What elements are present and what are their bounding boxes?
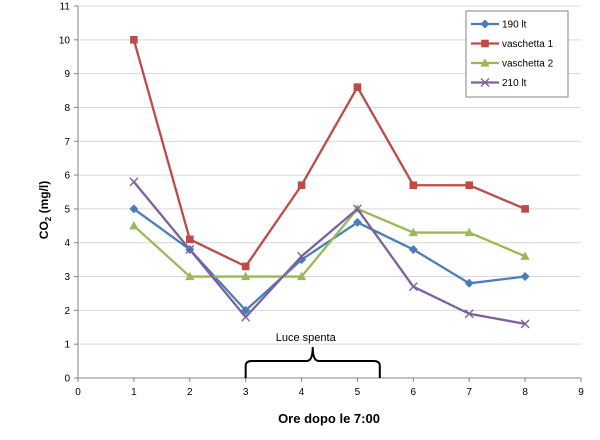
series-1 xyxy=(130,36,529,271)
data-point xyxy=(520,272,530,282)
data-point xyxy=(408,244,418,254)
x-marker-stroke xyxy=(241,312,251,322)
x-marker-stroke xyxy=(480,78,490,87)
data-point xyxy=(521,205,529,213)
legend-label: vaschetta 1 xyxy=(502,39,554,50)
data-point xyxy=(464,309,474,319)
data-point xyxy=(185,271,195,281)
x-marker-stroke xyxy=(408,282,418,292)
y-tick-label: 2 xyxy=(64,306,70,317)
axes: 0 1 2 3 4 5 6 7 8 9 10 11 0 1 2 3 4 5 6 7 8 9 xyxy=(59,2,584,399)
legend-item-1: vaschetta 1 xyxy=(471,39,554,50)
x-tick-label: 5 xyxy=(355,387,361,398)
data-point xyxy=(465,181,474,190)
y-tick-label: 11 xyxy=(60,2,71,13)
series-line-1 xyxy=(132,39,526,268)
data-point xyxy=(353,83,362,91)
legend-item-2: vaschetta 2 xyxy=(471,58,554,70)
legend-marker xyxy=(480,19,490,29)
data-point xyxy=(520,319,530,329)
data-point xyxy=(241,271,251,281)
data-point xyxy=(129,177,139,187)
x-marker-stroke xyxy=(297,251,307,261)
x-marker-stroke xyxy=(464,309,474,319)
legend-item-3: 210 lt xyxy=(471,78,527,89)
x-tick-label: 7 xyxy=(466,387,472,398)
series-line-3 xyxy=(133,181,526,326)
legend-label: 190 lt xyxy=(502,20,527,31)
y-tick-label: 7 xyxy=(64,137,70,148)
data-point xyxy=(297,251,307,261)
y-tick-label: 5 xyxy=(64,204,70,215)
x-tick-label: 2 xyxy=(187,387,193,398)
series-3 xyxy=(129,177,530,329)
series-layer xyxy=(129,36,530,329)
data-point xyxy=(408,282,418,292)
data-point xyxy=(408,227,418,237)
data-point xyxy=(520,251,530,260)
x-tick-label: 0 xyxy=(75,387,81,398)
x-tick-label: 8 xyxy=(522,387,528,398)
y-axis-title: CO2 (mg/l) xyxy=(37,181,53,239)
data-point xyxy=(241,262,250,271)
annotation-label: Luce spenta xyxy=(276,332,337,344)
data-point xyxy=(352,204,362,214)
data-point xyxy=(464,278,474,288)
y-tick-label: 1 xyxy=(64,340,70,351)
x-tick-label: 4 xyxy=(299,387,305,398)
x-axis-title: Ore dopo le 7:00 xyxy=(278,411,380,426)
data-point xyxy=(297,255,307,265)
legend-item-0: 190 lt xyxy=(471,19,527,31)
data-point xyxy=(129,204,139,214)
data-point xyxy=(352,217,362,227)
annotation: Luce spenta xyxy=(244,332,381,378)
data-point xyxy=(464,227,474,237)
series-line-2 xyxy=(133,207,526,278)
y-tick-label: 0 xyxy=(64,374,70,385)
x-marker-stroke xyxy=(352,204,362,214)
y-tick-label: 4 xyxy=(64,238,70,249)
luce-spenta-brace xyxy=(244,346,381,378)
x-tick-label: 3 xyxy=(243,387,249,398)
legend-label: 210 lt xyxy=(502,78,527,89)
y-tick-label: 10 xyxy=(59,35,71,46)
data-point xyxy=(129,221,139,230)
data-point xyxy=(296,271,307,281)
data-point xyxy=(185,235,194,244)
x-tick-label: 1 xyxy=(131,387,137,398)
y-tick-label: 3 xyxy=(64,272,70,283)
legend-marker xyxy=(481,39,489,48)
legend-marker xyxy=(480,58,490,67)
y-tick-label: 6 xyxy=(64,171,70,182)
data-point xyxy=(185,244,195,254)
data-point xyxy=(130,36,138,44)
legend: 190 lt vaschetta 1 vaschetta 2 210 lt xyxy=(465,10,569,98)
legend-label: vaschetta 2 xyxy=(502,59,554,70)
x-marker-stroke xyxy=(129,177,139,187)
legend-marker xyxy=(480,78,490,87)
x-marker-stroke xyxy=(185,244,195,254)
y-tick-label: 9 xyxy=(64,69,70,80)
data-point xyxy=(297,181,306,190)
x-tick-label: 6 xyxy=(411,387,417,398)
x-marker-stroke xyxy=(520,319,530,329)
y-tick-label: 8 xyxy=(64,103,70,114)
data-point xyxy=(409,181,418,190)
x-tick-label: 9 xyxy=(578,387,584,398)
data-point xyxy=(241,312,251,322)
